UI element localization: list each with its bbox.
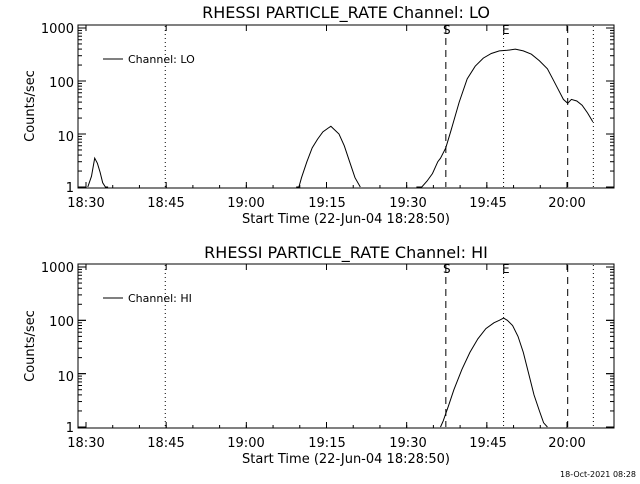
panel-lo-ytick-1000: 1000	[41, 22, 74, 37]
panel-hi-ytick-1000: 1000	[41, 261, 74, 276]
panel-hi-xtick-1845: 18:45	[147, 436, 184, 451]
panel-hi-xtick-1915: 19:15	[308, 436, 345, 451]
panel-hi-ytick-100: 100	[49, 315, 74, 330]
panel-lo-xtick-1915: 19:15	[308, 196, 345, 211]
panel-lo-ytick-1: 1	[66, 181, 74, 196]
panel-lo-ylabel: Counts/sec	[23, 70, 38, 142]
panel-lo-ytick-100: 100	[49, 76, 74, 91]
timestamp: 18-Oct-2021 08:28	[560, 470, 636, 479]
panel-lo-legend-label: Channel: LO	[128, 53, 195, 66]
panel-lo-marker-s: S	[443, 23, 451, 37]
panel-lo-xlabel: Start Time (22-Jun-04 18:28:50)	[242, 212, 450, 227]
panel-hi-series-segment-0	[440, 317, 548, 428]
panel-lo-title: RHESSI PARTICLE_RATE Channel: LO	[202, 3, 490, 23]
panel-hi-marker-e: E	[502, 262, 510, 276]
panel-hi: RHESSI PARTICLE_RATE Channel: HI 1000 10…	[23, 243, 615, 467]
panel-lo-xtick-1945: 19:45	[469, 196, 506, 211]
panel-hi-ylabel: Counts/sec	[23, 310, 38, 382]
panel-hi-ytick-1: 1	[66, 421, 74, 436]
panel-lo-xtick-1900: 19:00	[227, 196, 264, 211]
panel-hi-xtick-2000: 20:00	[548, 436, 585, 451]
panel-lo-ytick-10: 10	[57, 130, 74, 145]
panel-hi-xtick-1930: 19:30	[389, 436, 426, 451]
panel-hi-xlabel: Start Time (22-Jun-04 18:28:50)	[242, 452, 450, 467]
panel-hi-ytick-10: 10	[57, 370, 74, 385]
panel-lo-frame	[77, 24, 615, 189]
panel-lo-series-segment-1	[296, 125, 361, 188]
panel-hi-frame	[77, 263, 615, 429]
panel-lo-xtick-2000: 20:00	[548, 196, 585, 211]
panel-lo: RHESSI PARTICLE_RATE Channel: LO 1000 10…	[23, 3, 615, 227]
panel-hi-xtick-1830: 18:30	[67, 436, 104, 451]
panel-hi-legend-label: Channel: HI	[128, 292, 192, 305]
panel-hi-xtick-1945: 19:45	[469, 436, 506, 451]
panel-hi-marker-s: S	[443, 262, 451, 276]
panel-hi-xtick-1900: 19:00	[227, 436, 264, 451]
panel-lo-xtick-1845: 18:45	[147, 196, 184, 211]
panel-lo-series-segment-2	[416, 48, 594, 188]
panel-lo-xtick-1930: 19:30	[389, 196, 426, 211]
panel-lo-series-segment-0	[87, 156, 109, 188]
panel-lo-marker-e: E	[502, 23, 510, 37]
panel-lo-xtick-1830: 18:30	[67, 196, 104, 211]
panel-hi-title: RHESSI PARTICLE_RATE Channel: HI	[204, 243, 488, 263]
